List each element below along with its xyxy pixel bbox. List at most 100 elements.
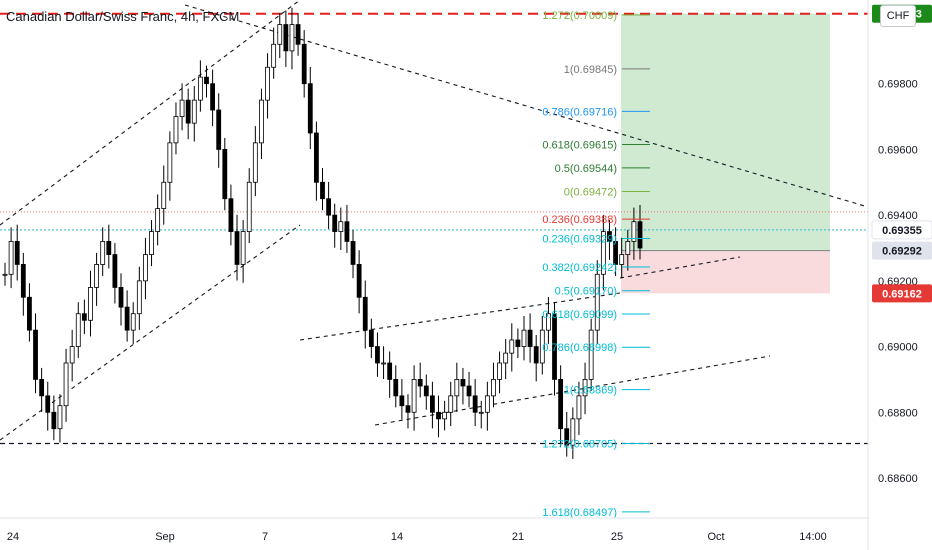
candle-up (381, 362, 386, 365)
candle-down (552, 313, 557, 380)
candle-down (344, 221, 350, 242)
candle-up (271, 43, 277, 68)
candle-down (45, 395, 51, 413)
candle-down (393, 379, 399, 397)
candle-down (350, 241, 356, 265)
y-tick-label: 0.68600 (878, 473, 918, 485)
candle-down (613, 241, 618, 265)
candle-down (332, 214, 338, 232)
candle-down (399, 395, 405, 407)
candle-down (185, 99, 191, 124)
x-tick-label: 7 (262, 531, 268, 543)
fib-level-label: 1(0.68869) (564, 385, 617, 397)
price-label-box (872, 241, 932, 260)
price-label-text: 0.69292 (882, 246, 922, 258)
candle-up (240, 231, 246, 265)
candle-up (503, 352, 509, 364)
candle-down (637, 221, 643, 249)
candle-up (546, 313, 551, 331)
price-label-text: 0.69162 (882, 288, 922, 300)
fib-level-label: 0.618(0.69615) (542, 140, 617, 152)
candle-up (63, 362, 69, 407)
candle-down (228, 198, 234, 232)
candle-up (594, 273, 600, 331)
y-tick-label: 0.69800 (878, 79, 918, 91)
candle-down (527, 329, 533, 347)
candle-down (515, 339, 521, 347)
candle-up (338, 221, 344, 232)
candle-down (460, 379, 466, 387)
candle-up (454, 379, 460, 397)
candle-down (326, 198, 332, 216)
x-tick-label: 24 (7, 531, 19, 543)
candle-down (234, 231, 240, 265)
candle-up (625, 241, 631, 255)
candle-down (106, 241, 112, 255)
candle-up (576, 395, 582, 420)
candle-down (472, 395, 478, 413)
currency-badge[interactable]: CHF (880, 5, 916, 27)
candle-down (222, 149, 228, 200)
fib-level-label: 0.382(0.69242) (542, 262, 617, 274)
y-tick-label: 0.69600 (878, 144, 918, 156)
fib-level-label: 0.786(0.68998) (542, 342, 617, 354)
candle-up (619, 254, 625, 265)
trend-line (0, 0, 301, 226)
candle-up (197, 76, 203, 101)
candle-up (600, 231, 606, 275)
candle-down (533, 346, 539, 364)
candle-up (277, 24, 283, 45)
candle-down (51, 411, 57, 430)
candle-up (570, 418, 576, 446)
candle-down (375, 346, 380, 364)
fib-level-label: 0.236(0.69388) (542, 214, 617, 226)
candle-down (564, 428, 570, 446)
candle-up (69, 346, 75, 364)
price-label-text: 0.69355 (882, 225, 922, 237)
candle-down (558, 379, 564, 430)
candle-down (387, 362, 393, 380)
candle-up (631, 221, 637, 242)
trend-line (184, 4, 869, 208)
candle-down (405, 405, 411, 413)
price-label-box (872, 284, 932, 303)
candle-down (14, 241, 20, 265)
candle-up (442, 411, 448, 420)
candle-up (509, 339, 515, 354)
candle-up (478, 411, 484, 414)
candle-up (167, 142, 173, 183)
candle-down (283, 24, 289, 52)
candle-up (539, 329, 545, 364)
candle-down (27, 296, 32, 331)
fib-level-label: 0.618(0.69099) (542, 309, 617, 321)
candle-up (88, 287, 93, 321)
candle-up (100, 241, 106, 265)
fib-level-label: 0.5(0.69544) (555, 163, 617, 175)
candle-up (252, 142, 258, 183)
candle-down (417, 379, 423, 387)
candle-down (210, 83, 215, 111)
candle-up (143, 254, 148, 282)
candle-up (57, 405, 63, 430)
candle-down (301, 43, 307, 85)
candle-up (155, 208, 161, 232)
x-tick-label: Oct (707, 531, 724, 543)
candle-down (356, 264, 362, 298)
candle-up (136, 280, 142, 315)
x-tick-label: 25 (611, 531, 623, 543)
candle-up (259, 99, 264, 144)
x-tick-label: 14:00 (799, 531, 827, 543)
candle-down (436, 411, 441, 420)
candle-down (204, 76, 209, 85)
loss-zone (621, 250, 830, 294)
candle-up (130, 313, 136, 331)
x-tick-label: 21 (512, 531, 524, 543)
candle-up (497, 362, 502, 380)
candle-up (246, 181, 252, 232)
candle-down (313, 132, 319, 183)
candle-up (179, 99, 185, 117)
candle-up (484, 395, 490, 413)
candle-up (265, 66, 270, 101)
x-tick-label: 14 (391, 531, 403, 543)
